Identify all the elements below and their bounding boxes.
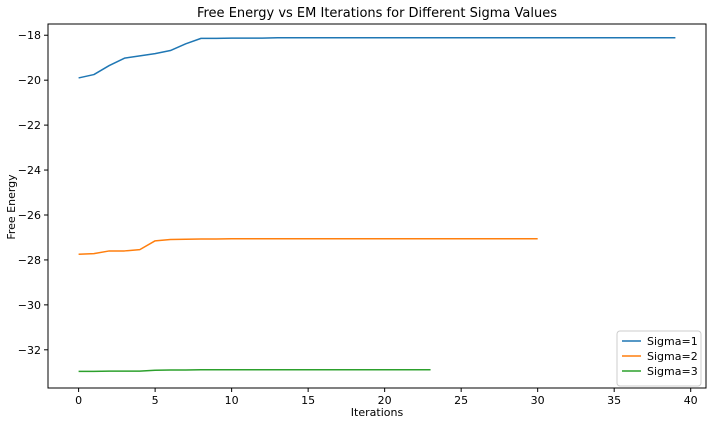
legend-label: Sigma=3 bbox=[647, 365, 698, 378]
series-layer bbox=[78, 36, 676, 373]
y-tick-label: −24 bbox=[18, 164, 41, 177]
x-tick-label: 40 bbox=[684, 394, 698, 407]
x-tick-label: 35 bbox=[607, 394, 621, 407]
y-tick-label: −22 bbox=[18, 119, 41, 132]
y-tick-label: −18 bbox=[18, 29, 41, 42]
chart-title: Free Energy vs EM Iterations for Differe… bbox=[197, 6, 557, 21]
x-axis-label: Iterations bbox=[351, 406, 404, 419]
x-tick-label: 15 bbox=[301, 394, 315, 407]
legend-box bbox=[616, 330, 702, 387]
plot-frame bbox=[47, 23, 707, 389]
legend: Sigma=1 Sigma=2 Sigma=3 bbox=[616, 330, 702, 387]
legend-label: Sigma=2 bbox=[647, 350, 698, 363]
y-tick-label: −26 bbox=[18, 209, 41, 222]
series-line-3 bbox=[78, 369, 431, 373]
x-tick-label: 10 bbox=[225, 394, 239, 407]
x-tick-label: 20 bbox=[378, 394, 392, 407]
legend-label: Sigma=1 bbox=[647, 335, 698, 348]
series-line-1 bbox=[78, 36, 676, 79]
x-tick-label: 30 bbox=[531, 394, 545, 407]
y-tick-label: −28 bbox=[18, 254, 41, 267]
x-tick-label: 25 bbox=[454, 394, 468, 407]
x-tick-label: 5 bbox=[152, 394, 159, 407]
y-axis-label: Free Energy bbox=[5, 174, 18, 240]
x-tick-label: 0 bbox=[75, 394, 82, 407]
series-line-2 bbox=[78, 238, 538, 256]
y-tick-label: −30 bbox=[18, 299, 41, 312]
ticks-layer: 0 5 10 15 20 25 30 35 40 −32 −30 −28 −26 −24 −22 −20 −18 bbox=[18, 29, 698, 407]
y-tick-label: −20 bbox=[18, 74, 41, 87]
y-tick-label: −32 bbox=[18, 344, 41, 357]
